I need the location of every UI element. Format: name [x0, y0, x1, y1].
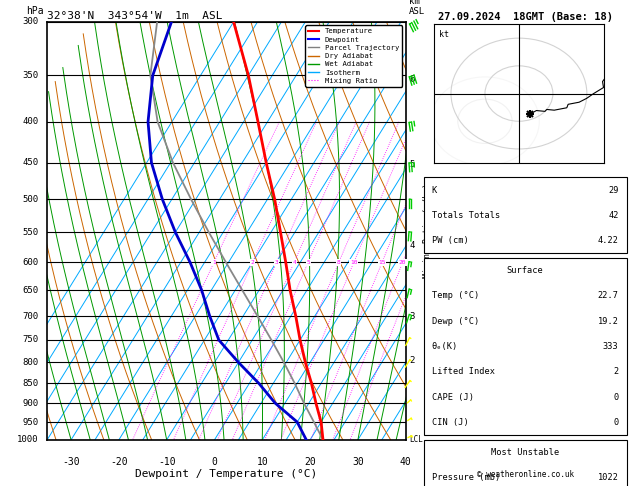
Text: Dewp (°C): Dewp (°C)	[431, 317, 479, 326]
Text: 350: 350	[22, 71, 38, 80]
Text: Pressure (mb): Pressure (mb)	[431, 473, 500, 482]
Text: CIN (J): CIN (J)	[431, 418, 469, 427]
Text: Surface: Surface	[507, 266, 543, 275]
Text: 400: 400	[22, 117, 38, 126]
Text: © weatheronline.co.uk: © weatheronline.co.uk	[477, 469, 574, 479]
Text: 2: 2	[613, 367, 619, 376]
Text: 4.22: 4.22	[598, 236, 619, 245]
Text: 900: 900	[22, 399, 38, 408]
Text: Lifted Index: Lifted Index	[431, 367, 495, 376]
Text: 1: 1	[212, 260, 216, 265]
Text: Totals Totals: Totals Totals	[431, 211, 500, 220]
Text: PW (cm): PW (cm)	[431, 236, 469, 245]
Text: 1022: 1022	[598, 473, 619, 482]
Text: 27.09.2024  18GMT (Base: 18): 27.09.2024 18GMT (Base: 18)	[438, 12, 613, 22]
Text: 550: 550	[22, 228, 38, 237]
Text: 800: 800	[22, 358, 38, 367]
Text: Most Unstable: Most Unstable	[491, 448, 559, 457]
Text: 15: 15	[378, 260, 386, 265]
Text: 650: 650	[22, 286, 38, 295]
Text: 20: 20	[399, 260, 406, 265]
Text: 950: 950	[22, 417, 38, 427]
Text: kt: kt	[439, 30, 449, 39]
Text: 0: 0	[613, 393, 619, 401]
Text: 4: 4	[409, 242, 415, 250]
Legend: Temperature, Dewpoint, Parcel Trajectory, Dry Adiabat, Wet Adiabat, Isotherm, Mi: Temperature, Dewpoint, Parcel Trajectory…	[305, 25, 402, 87]
Bar	[423, 440, 627, 486]
Text: Dewpoint / Temperature (°C): Dewpoint / Temperature (°C)	[135, 469, 318, 479]
Text: 30: 30	[352, 456, 364, 467]
Text: 32°38'N  343°54'W  1m  ASL: 32°38'N 343°54'W 1m ASL	[47, 11, 223, 21]
Text: 700: 700	[22, 312, 38, 320]
Text: LCL: LCL	[409, 435, 423, 444]
Text: 40: 40	[400, 456, 411, 467]
Text: 450: 450	[22, 158, 38, 167]
Text: 5: 5	[409, 160, 415, 169]
Text: 22.7: 22.7	[598, 292, 619, 300]
Text: Temp (°C): Temp (°C)	[431, 292, 479, 300]
Text: 0: 0	[211, 456, 218, 467]
Text: 5: 5	[306, 260, 310, 265]
Text: θₑ(K): θₑ(K)	[431, 342, 458, 351]
Text: hPa: hPa	[26, 6, 43, 16]
Text: 8: 8	[337, 260, 340, 265]
Text: 300: 300	[22, 17, 38, 26]
Text: 10: 10	[350, 260, 357, 265]
Text: -20: -20	[110, 456, 128, 467]
Text: 42: 42	[608, 211, 619, 220]
Text: 500: 500	[22, 195, 38, 204]
Text: -10: -10	[158, 456, 175, 467]
Text: 850: 850	[22, 379, 38, 388]
Text: 4: 4	[292, 260, 296, 265]
Text: 3: 3	[409, 312, 415, 320]
Text: km
ASL: km ASL	[409, 0, 425, 16]
Text: 19.2: 19.2	[598, 317, 619, 326]
Text: 20: 20	[304, 456, 316, 467]
Text: 0: 0	[613, 418, 619, 427]
Text: 10: 10	[257, 456, 268, 467]
Text: 6: 6	[409, 75, 415, 84]
Text: 29: 29	[608, 186, 619, 194]
Text: 2: 2	[250, 260, 254, 265]
Text: 750: 750	[22, 335, 38, 345]
Text: CAPE (J): CAPE (J)	[431, 393, 474, 401]
Text: 600: 600	[22, 258, 38, 267]
Text: K: K	[431, 186, 437, 194]
Text: 2: 2	[409, 356, 415, 364]
Text: 333: 333	[603, 342, 619, 351]
Text: Mixing Ratio (g/kg): Mixing Ratio (g/kg)	[423, 183, 431, 278]
Bar	[423, 258, 627, 435]
Bar	[423, 177, 627, 253]
Text: 1000: 1000	[17, 435, 38, 444]
Text: -30: -30	[62, 456, 80, 467]
Text: 3: 3	[275, 260, 279, 265]
